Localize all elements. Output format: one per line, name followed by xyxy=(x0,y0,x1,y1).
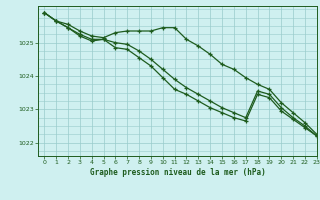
X-axis label: Graphe pression niveau de la mer (hPa): Graphe pression niveau de la mer (hPa) xyxy=(90,168,266,177)
